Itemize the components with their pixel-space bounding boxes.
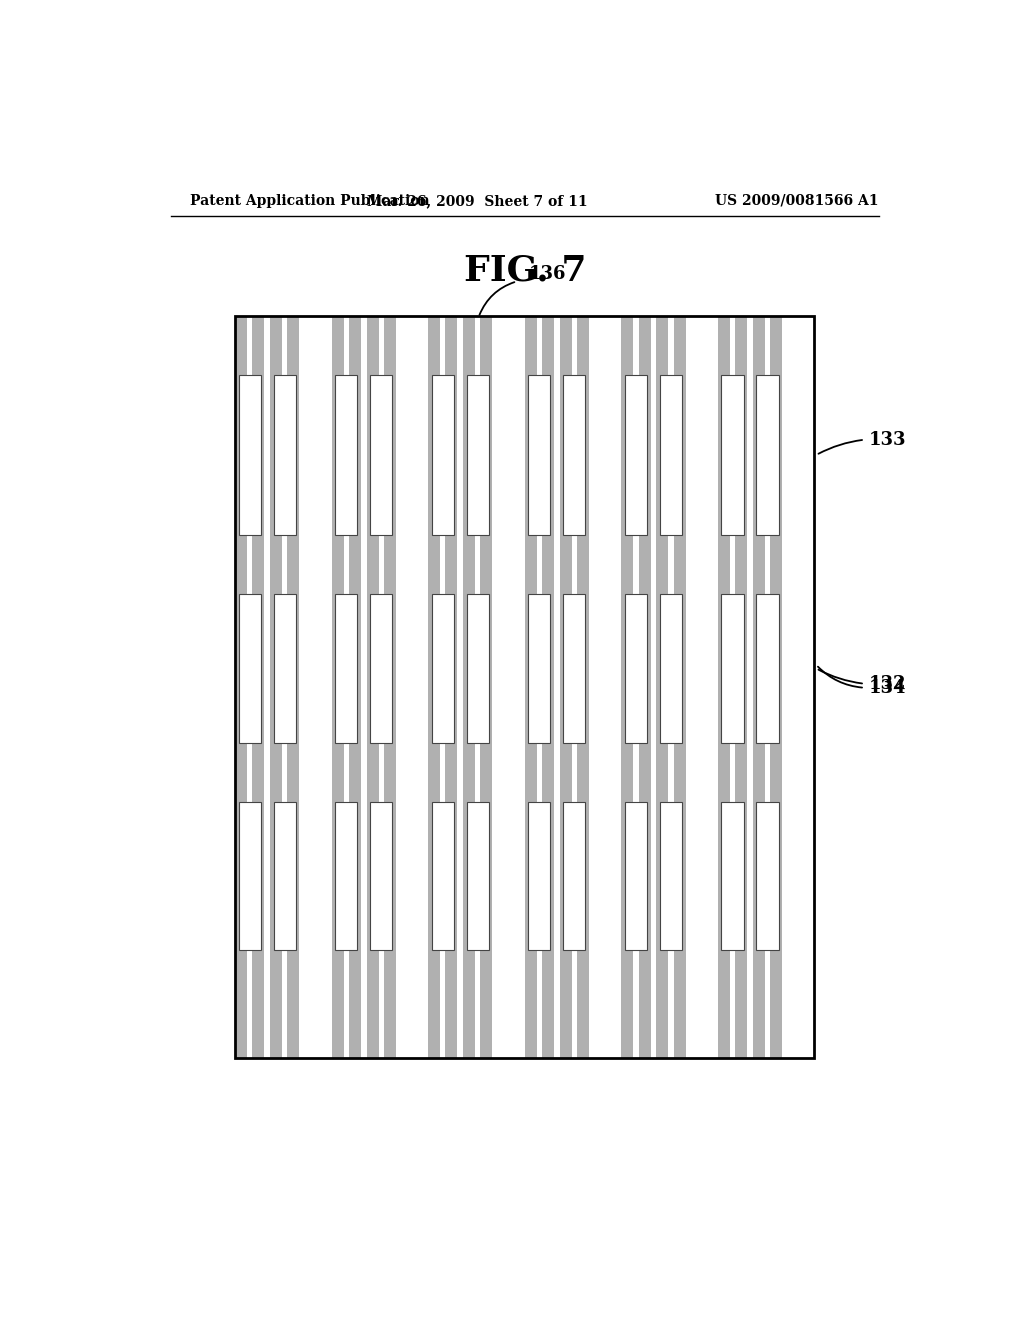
Bar [625,594,647,743]
Bar [432,594,454,743]
Bar [528,375,551,535]
Text: Patent Application Publication: Patent Application Publication [190,194,430,207]
Text: FIG. 7: FIG. 7 [464,253,586,286]
Bar [236,315,814,1057]
Bar [236,315,814,1057]
Bar [239,594,261,743]
Bar [458,315,463,1057]
Bar [360,315,367,1057]
Bar [669,315,674,1057]
Bar [528,803,551,950]
Text: 132: 132 [868,675,906,693]
Bar [659,594,682,743]
Bar [722,803,743,950]
Bar [633,315,639,1057]
Bar [299,315,332,1057]
Bar [571,315,577,1057]
Bar [467,375,488,535]
Bar [537,315,542,1057]
Bar [563,375,586,535]
Bar [335,803,357,950]
Bar [264,315,270,1057]
Bar [371,803,392,950]
Bar [757,375,778,535]
Bar [528,594,551,743]
Bar [371,594,392,743]
Bar [344,315,349,1057]
Bar [722,375,743,535]
Bar [493,315,524,1057]
Bar [722,594,743,743]
Bar [273,375,296,535]
Text: 133: 133 [868,430,906,449]
Bar [379,315,384,1057]
Bar [239,375,261,535]
Bar [432,375,454,535]
Bar [625,375,647,535]
Bar [396,315,428,1057]
Bar [650,315,656,1057]
Bar [730,315,735,1057]
Bar [685,315,718,1057]
Bar [748,315,753,1057]
Text: 136: 136 [528,264,566,282]
Bar [467,803,488,950]
Bar [554,315,560,1057]
Bar [236,315,814,1057]
Bar [239,803,261,950]
Bar [563,594,586,743]
Bar [273,803,296,950]
Text: 134: 134 [868,678,906,697]
Bar [589,315,622,1057]
Bar [625,803,647,950]
Bar [273,594,296,743]
Bar [757,594,778,743]
Bar [467,594,488,743]
Bar [247,315,252,1057]
Bar [440,315,445,1057]
Bar [659,375,682,535]
Bar [335,594,357,743]
Bar [371,375,392,535]
Bar [659,803,682,950]
Bar [475,315,480,1057]
Bar [335,375,357,535]
Text: Mar. 26, 2009  Sheet 7 of 11: Mar. 26, 2009 Sheet 7 of 11 [367,194,588,207]
Text: US 2009/0081566 A1: US 2009/0081566 A1 [716,194,879,207]
Bar [757,803,778,950]
Bar [765,315,770,1057]
Bar [282,315,288,1057]
Bar [782,315,814,1057]
Bar [432,803,454,950]
Bar [563,803,586,950]
